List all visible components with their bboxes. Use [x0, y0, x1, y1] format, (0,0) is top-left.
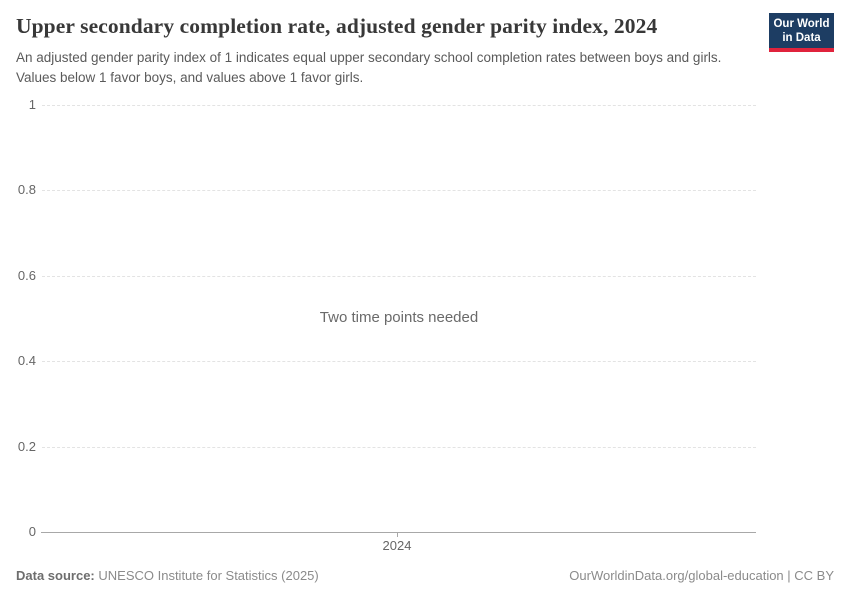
owid-logo-line2: in Data: [782, 32, 821, 44]
owid-logo-line1: Our World: [773, 18, 830, 30]
owid-logo-box: Our World in Data: [769, 13, 834, 48]
data-source-label: Data source:: [16, 568, 95, 583]
no-data-message: Two time points needed: [319, 309, 479, 326]
page-title: Upper secondary completion rate, adjuste…: [16, 14, 658, 38]
y-tick-label-0-8: 0.8: [17, 182, 36, 197]
x-tick-mark: [397, 532, 398, 537]
gridline-0-6: [42, 276, 756, 277]
owid-logo-stripe: [769, 48, 834, 52]
y-tick-label-0-6: 0.6: [17, 268, 36, 283]
footer: Data source: UNESCO Institute for Statis…: [16, 568, 834, 583]
chart-subtitle: An adjusted gender parity index of 1 ind…: [16, 50, 722, 85]
y-tick-label-1: 1: [28, 97, 36, 112]
gridline-0-8: [42, 190, 756, 191]
y-tick-label-0-4: 0.4: [17, 353, 36, 368]
gridline-1: [42, 105, 756, 106]
owid-footer-link[interactable]: OurWorldinData.org/global-education | CC…: [569, 568, 834, 583]
owid-logo[interactable]: Our World in Data: [769, 13, 834, 52]
y-tick-label-0: 0: [28, 524, 36, 539]
data-source-value: UNESCO Institute for Statistics (2025): [98, 568, 319, 583]
data-source-line: Data source: UNESCO Institute for Statis…: [16, 568, 319, 583]
gridline-0-2: [42, 447, 756, 448]
x-axis-line: [41, 532, 756, 533]
gridline-0-4: [42, 361, 756, 362]
x-tick-label-2024: 2024: [382, 538, 412, 553]
y-tick-label-0-2: 0.2: [17, 439, 36, 454]
